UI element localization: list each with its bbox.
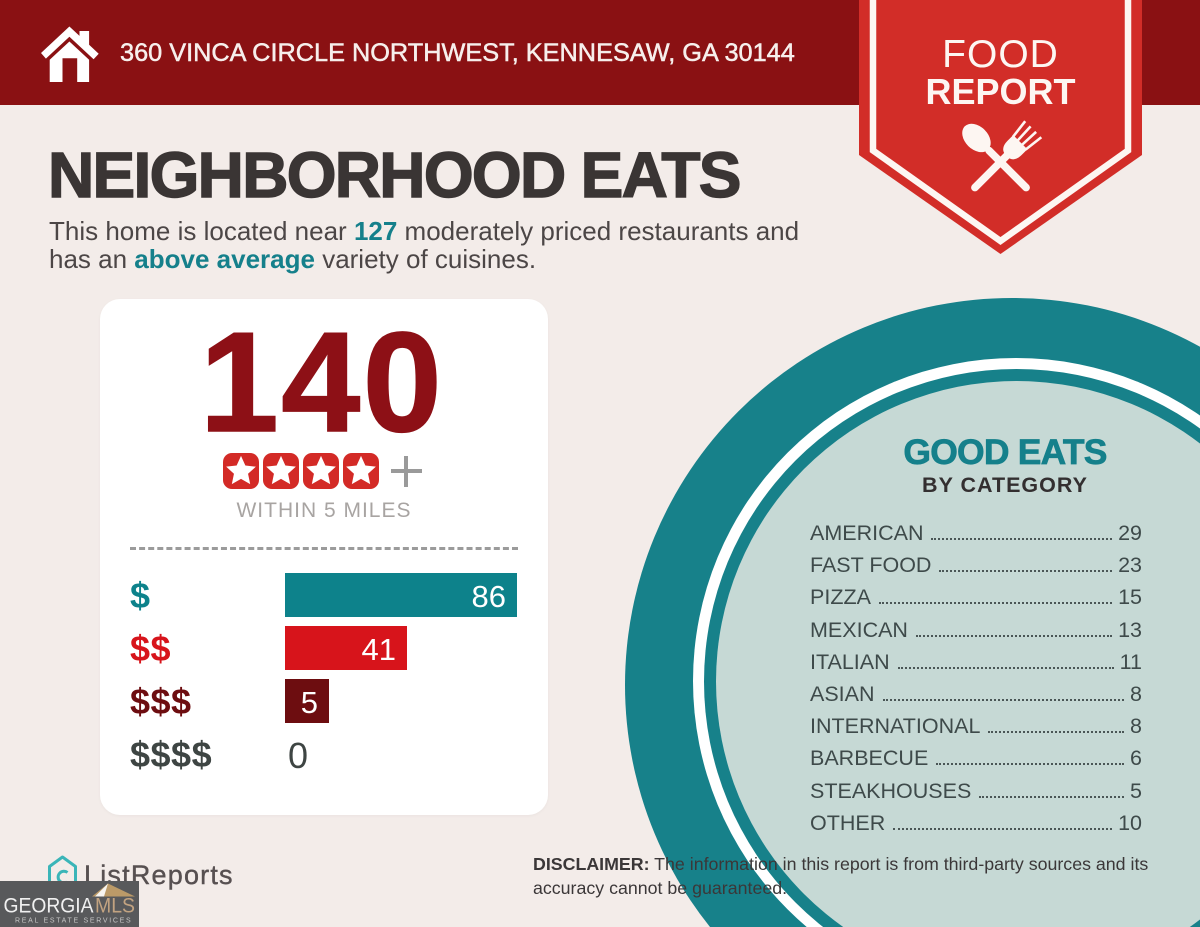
svg-text:REAL ESTATE SERVICES: REAL ESTATE SERVICES <box>15 918 132 925</box>
svg-text:GEORGIA: GEORGIA <box>4 894 95 918</box>
svg-text:MLS: MLS <box>95 894 135 918</box>
